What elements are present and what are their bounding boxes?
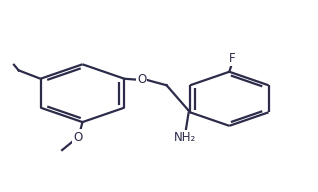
Text: NH₂: NH₂	[174, 131, 197, 144]
Text: O: O	[137, 73, 146, 86]
Text: F: F	[229, 52, 236, 65]
Text: O: O	[73, 131, 82, 143]
